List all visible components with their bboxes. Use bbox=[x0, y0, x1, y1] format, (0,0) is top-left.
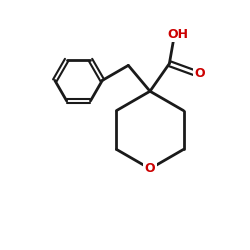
Text: O: O bbox=[145, 162, 155, 175]
Text: OH: OH bbox=[167, 28, 188, 41]
Text: O: O bbox=[194, 66, 205, 80]
